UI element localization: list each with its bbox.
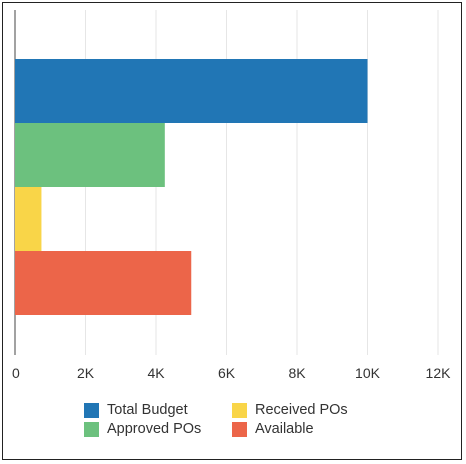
legend: Total Budget Received POs Approved POs A… — [84, 402, 384, 437]
bars — [15, 59, 368, 315]
legend-item-available[interactable]: Available — [232, 421, 382, 437]
bar-approved-pos[interactable] — [15, 123, 165, 187]
legend-label-total-budget: Total Budget — [107, 402, 188, 418]
x-tick-label-8k: 8K — [288, 365, 306, 381]
legend-swatch-total-budget — [84, 402, 99, 418]
legend-label-received-pos: Received POs — [255, 402, 348, 418]
x-tick-label-10k: 10K — [355, 365, 381, 381]
bar-available[interactable] — [15, 251, 192, 315]
legend-swatch-received-pos — [232, 402, 247, 418]
legend-swatch-approved-pos — [84, 421, 99, 437]
x-tick-labels: 0 2K 4K 6K 8K 10K 12K — [12, 365, 451, 381]
x-tick-label-2k: 2K — [77, 365, 95, 381]
legend-label-available: Available — [255, 421, 314, 437]
x-tick-label-6k: 6K — [218, 365, 236, 381]
legend-swatch-available — [232, 421, 247, 437]
bar-received-pos[interactable] — [15, 187, 42, 251]
x-tick-label-4k: 4K — [147, 365, 165, 381]
legend-item-total-budget[interactable]: Total Budget — [84, 402, 232, 418]
legend-item-approved-pos[interactable]: Approved POs — [84, 421, 232, 437]
bar-total-budget[interactable] — [15, 59, 368, 123]
legend-item-received-pos[interactable]: Received POs — [232, 402, 382, 418]
legend-label-approved-pos: Approved POs — [107, 421, 202, 437]
x-tick-label-12k: 12K — [426, 365, 452, 381]
x-tick-label-0: 0 — [12, 365, 20, 381]
